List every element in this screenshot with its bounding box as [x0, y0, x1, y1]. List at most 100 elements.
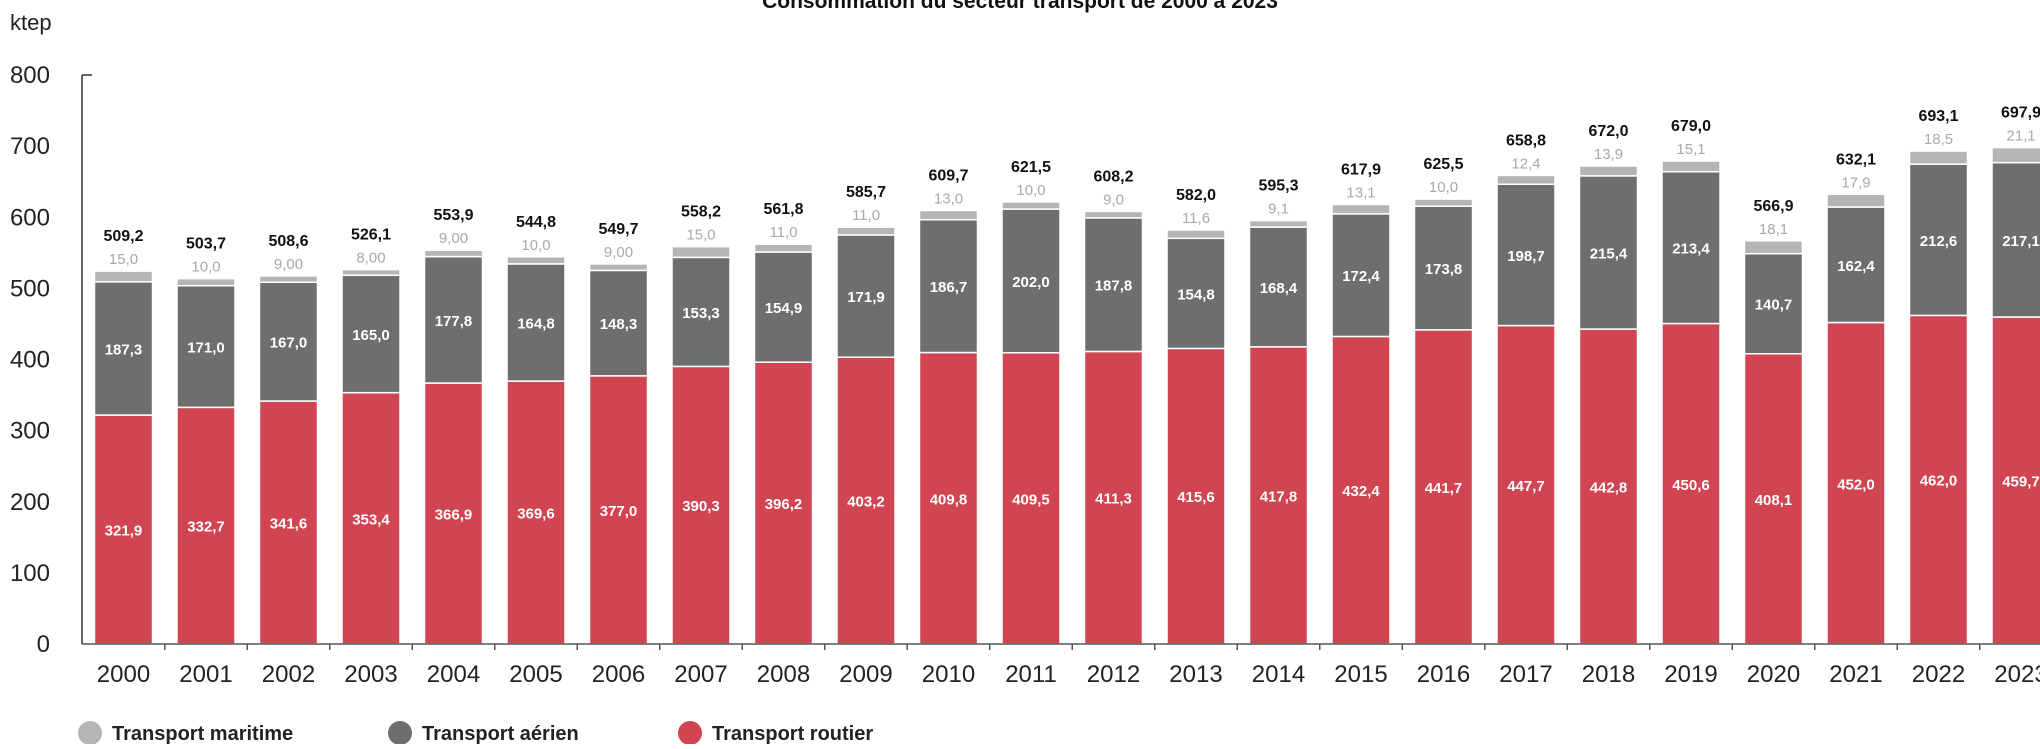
x-tick-label: 2004 [427, 661, 480, 688]
data-label-total: 595,3 [1258, 178, 1298, 195]
x-tick-label: 2016 [1417, 661, 1470, 688]
data-label-aerien: 177,8 [435, 313, 473, 330]
data-label-aerien: 187,3 [105, 341, 143, 358]
data-label-maritime: 17,9 [1841, 174, 1870, 191]
data-label-routier: 415,6 [1177, 489, 1215, 506]
bar-maritime [177, 279, 235, 286]
data-label-routier: 442,8 [1590, 480, 1628, 497]
bar-maritime [1415, 199, 1473, 206]
data-label-maritime: 11,6 [1182, 210, 1210, 227]
data-label-aerien: 172,4 [1342, 268, 1380, 285]
data-label-total: 621,5 [1011, 159, 1051, 176]
y-tick-label: 200 [10, 489, 50, 516]
bar-maritime [1992, 148, 2040, 163]
data-label-aerien: 167,0 [270, 335, 308, 352]
bar-maritime [1167, 230, 1225, 238]
data-label-total: 526,1 [351, 227, 391, 244]
y-axis-unit-label: ktep [10, 10, 52, 35]
bars-group: 321,9187,315,0509,2332,7171,010,0503,734… [95, 105, 2040, 644]
data-label-maritime: 21,1 [2006, 128, 2035, 145]
bar-maritime [342, 270, 400, 276]
data-label-routier: 408,1 [1755, 492, 1793, 509]
data-label-maritime: 18,1 [1759, 221, 1788, 238]
data-label-routier: 452,0 [1837, 476, 1875, 493]
data-label-routier: 396,2 [765, 496, 803, 513]
legend-label: Transport routier [712, 723, 873, 744]
data-label-aerien: 215,4 [1590, 245, 1628, 262]
legend-label: Transport maritime [112, 723, 293, 744]
bar-maritime [920, 210, 978, 219]
bar-maritime [837, 227, 895, 235]
x-tick-label: 2022 [1912, 661, 1965, 688]
bar-maritime [1662, 161, 1720, 172]
bar-maritime [1910, 151, 1968, 164]
y-tick-label: 700 [10, 133, 50, 160]
bar-maritime [1002, 202, 1060, 209]
y-tick-label: 600 [10, 204, 50, 231]
data-label-maritime: 12,4 [1511, 155, 1540, 172]
data-label-aerien: 153,3 [682, 305, 720, 322]
data-label-aerien: 212,6 [1920, 233, 1958, 250]
data-label-total: 625,5 [1423, 156, 1463, 173]
bar-maritime [1827, 194, 1885, 207]
bar-maritime [672, 247, 730, 258]
bar-maritime [755, 244, 813, 252]
data-label-total: 544,8 [516, 214, 556, 231]
bar-maritime [1580, 166, 1638, 176]
data-label-routier: 462,0 [1920, 473, 1958, 490]
data-label-aerien: 148,3 [600, 316, 638, 333]
data-label-aerien: 164,8 [517, 316, 555, 333]
x-tick-label: 2023 [1994, 661, 2040, 688]
data-label-total: 561,8 [763, 201, 803, 218]
data-label-maritime: 10,0 [1016, 182, 1045, 199]
data-label-aerien: 198,7 [1507, 248, 1545, 265]
x-tick-label: 2003 [344, 661, 397, 688]
data-label-maritime: 13,9 [1594, 146, 1623, 163]
data-label-maritime: 13,1 [1346, 185, 1375, 202]
data-label-total: 697,9 [2001, 105, 2040, 122]
y-tick-label: 500 [10, 275, 50, 302]
bar-maritime [1085, 211, 1143, 217]
x-tick-label: 2002 [262, 661, 315, 688]
data-label-routier: 403,2 [847, 494, 885, 511]
data-label-routier: 390,3 [682, 498, 720, 515]
x-tick-label: 2019 [1664, 661, 1717, 688]
legend-swatch [388, 721, 412, 744]
data-label-routier: 321,9 [105, 523, 143, 540]
data-label-routier: 441,7 [1425, 480, 1463, 497]
data-label-total: 585,7 [846, 184, 886, 201]
data-label-maritime: 18,5 [1924, 131, 1953, 148]
data-label-maritime: 10,0 [521, 237, 550, 254]
data-label-routier: 409,5 [1012, 491, 1050, 508]
legend-item: Transport maritime [78, 721, 293, 744]
data-label-total: 672,0 [1588, 123, 1628, 140]
chart-title: Consommation du secteur transport de 200… [762, 0, 1278, 13]
y-tick-label: 400 [10, 347, 50, 374]
data-label-aerien: 213,4 [1672, 241, 1710, 258]
data-label-aerien: 187,8 [1095, 278, 1133, 295]
data-label-routier: 411,3 [1095, 491, 1132, 508]
data-label-maritime: 9,00 [439, 230, 468, 247]
bar-maritime [1332, 205, 1390, 214]
data-label-maritime: 13,0 [934, 190, 963, 207]
y-tick-label: 0 [37, 631, 50, 658]
x-tick-label: 2014 [1252, 661, 1305, 688]
x-tick-label: 2013 [1169, 661, 1222, 688]
data-label-aerien: 154,8 [1177, 286, 1215, 303]
data-label-maritime: 9,00 [604, 244, 633, 261]
x-tick-label: 2021 [1829, 661, 1882, 688]
